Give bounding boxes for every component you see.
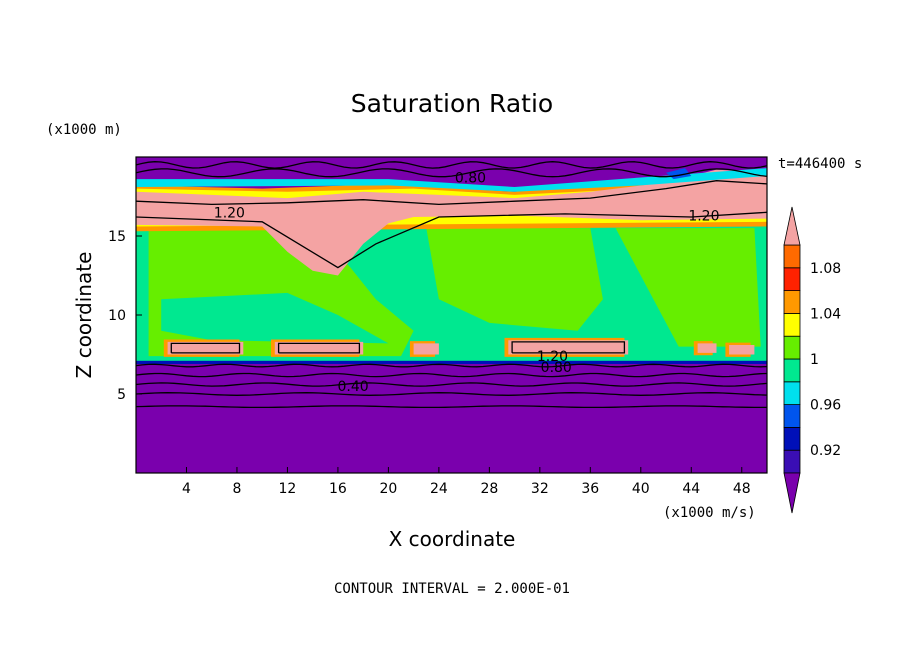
contour-interval-note: CONTOUR INTERVAL = 2.000E-01 [334, 581, 570, 597]
contour-1.20-upper [136, 180, 767, 206]
region-tropopause-thin-blue [136, 360, 767, 364]
contour-low-3 [136, 372, 767, 378]
contour-lines [136, 161, 767, 409]
contour-label-3: 1.20 [537, 349, 568, 365]
colorbar-label-4: 1.08 [810, 261, 841, 277]
contour-1.20-lower-b [277, 342, 361, 354]
contour-1.20-lower-a [170, 342, 241, 354]
x-tick-label-2: 12 [279, 481, 297, 497]
colorbar-segment-0 [783, 449, 801, 474]
contour-label-4: 0.80 [541, 360, 572, 376]
y-tick-label-1: 10 [108, 308, 126, 324]
colorbar-label-3: 1.04 [810, 306, 841, 322]
region-lower-pink-3 [508, 340, 629, 355]
x-tick-label-11: 48 [733, 481, 751, 497]
x-tick-label-6: 28 [480, 481, 498, 497]
colorbar-segment-9 [783, 244, 801, 269]
region-upper-cyan [136, 168, 767, 192]
contour-0.80-upper [136, 168, 767, 178]
contour-0.40 [136, 382, 767, 387]
plot-area: 0.801.20 1.201.200.800.40 [136, 157, 767, 473]
x-tick-label-8: 36 [581, 481, 599, 497]
y-tick-label-0: 5 [117, 387, 126, 403]
contour-1.20-upper-b [136, 211, 767, 269]
contour-label-0: 0.80 [455, 171, 486, 187]
x-axis-label: X coordinate [389, 527, 516, 551]
y-unit-label: (x1000 m) [46, 122, 122, 138]
contour-1.20-lower-c [511, 341, 626, 354]
region-lower-pink-0 [167, 341, 244, 355]
contour-0.80-low [136, 363, 767, 368]
x-tick-label-10: 44 [682, 481, 700, 497]
x-tick-label-1: 8 [232, 481, 241, 497]
x-tick-label-3: 16 [329, 481, 347, 497]
contour-label-2: 1.20 [688, 208, 719, 224]
x-tick-label-7: 32 [531, 481, 549, 497]
y-axis-ticks: 5 10 15 [108, 229, 142, 403]
x-axis-ticks: 4 8 12 16 20 24 28 32 36 40 44 48 [182, 467, 751, 497]
colorbar-segment-2 [783, 404, 801, 428]
contour-low-1 [136, 405, 767, 409]
region-green-right [615, 228, 761, 347]
contour-fill-regions [136, 157, 767, 473]
colorbar-label-1: 0.96 [810, 398, 841, 414]
region-lower-pink-5 [729, 345, 755, 355]
colorbar-segment-4 [783, 358, 801, 383]
x-tick-label-9: 40 [632, 481, 650, 497]
region-teal-gap [161, 292, 389, 344]
x-tick-label-5: 24 [430, 481, 448, 497]
colorbar-segment-7 [783, 290, 801, 314]
contour-upper-2 [136, 161, 767, 169]
contour-low-2 [136, 392, 767, 396]
contour-label-1: 1.20 [214, 205, 245, 221]
contour-labels: 0.801.20 1.201.200.800.40 [214, 171, 720, 396]
contour-label-5: 0.40 [337, 379, 368, 395]
colorbar-segment-6 [783, 312, 801, 337]
colorbar: 0.92 0.96 1 1.04 1.08 [783, 206, 841, 514]
region-lower-pink-1 [274, 341, 364, 355]
x-tick-label-4: 20 [379, 481, 397, 497]
colorbar-under-arrow [783, 472, 801, 514]
region-lower-pink-4 [697, 343, 717, 353]
x-tick-label-0: 4 [182, 481, 191, 497]
region-lower-pink-2 [413, 343, 439, 355]
colorbar-label-0: 0.92 [810, 443, 841, 459]
colorbar-label-2: 1 [810, 352, 819, 368]
chart-title: Saturation Ratio [351, 89, 553, 118]
y-axis-label: Z coordinate [72, 252, 96, 379]
colorbar-segment-3 [783, 381, 801, 405]
region-green-mid [426, 228, 603, 331]
y-tick-label-2: 15 [108, 229, 126, 245]
colorbar-segment-8 [783, 267, 801, 291]
x-unit-label: (x1000 m/s) [663, 505, 756, 521]
colorbar-over-arrow [783, 206, 801, 246]
colorbar-segment-1 [783, 426, 801, 451]
time-label: t=446400 s [778, 156, 862, 172]
colorbar-segment-5 [783, 335, 801, 360]
